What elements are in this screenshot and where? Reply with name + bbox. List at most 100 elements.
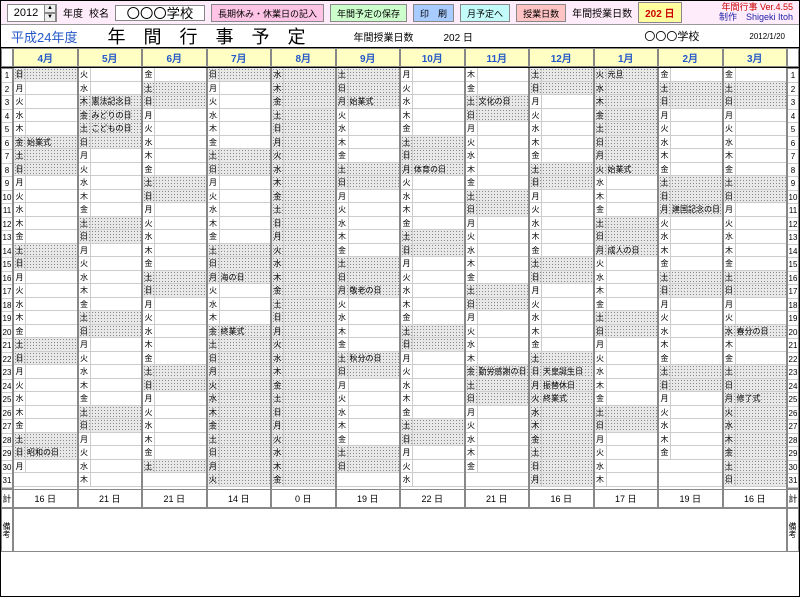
- day-cell[interactable]: 日: [208, 446, 271, 460]
- day-cell[interactable]: 木: [724, 433, 787, 447]
- day-cell[interactable]: 土: [14, 433, 77, 447]
- day-cell[interactable]: 日: [143, 190, 206, 204]
- day-cell[interactable]: 月: [14, 176, 77, 190]
- day-cell[interactable]: 日: [466, 109, 529, 123]
- day-cell[interactable]: 火: [724, 406, 787, 420]
- day-cell[interactable]: 金: [595, 109, 658, 123]
- day-cell[interactable]: 日: [337, 460, 400, 474]
- day-cell[interactable]: 日天皇誕生日: [530, 365, 593, 379]
- day-cell[interactable]: 月修了式: [724, 392, 787, 406]
- day-cell[interactable]: 土: [401, 230, 464, 244]
- day-cell[interactable]: 水: [595, 82, 658, 96]
- day-cell[interactable]: 日: [659, 379, 722, 393]
- day-cell[interactable]: 日: [208, 163, 271, 177]
- day-cell[interactable]: 日: [337, 365, 400, 379]
- day-cell[interactable]: 水: [401, 95, 464, 109]
- day-cell[interactable]: 水: [337, 217, 400, 231]
- day-cell[interactable]: 木: [530, 325, 593, 339]
- day-cell[interactable]: 月: [659, 298, 722, 312]
- day-cell[interactable]: 水: [14, 298, 77, 312]
- day-cell[interactable]: 木: [724, 338, 787, 352]
- day-cell[interactable]: 日: [724, 190, 787, 204]
- day-cell[interactable]: 木: [337, 419, 400, 433]
- day-cell[interactable]: 水: [208, 109, 271, 123]
- day-cell[interactable]: 水: [14, 109, 77, 123]
- day-cell[interactable]: 土: [143, 271, 206, 285]
- day-cell[interactable]: 火: [401, 460, 464, 474]
- day-cell[interactable]: 土: [272, 298, 335, 312]
- day-cell[interactable]: 火: [272, 433, 335, 447]
- day-cell[interactable]: 土: [530, 68, 593, 82]
- day-cell[interactable]: 金終業式: [208, 325, 271, 339]
- day-cell[interactable]: 火: [659, 311, 722, 325]
- day-cell[interactable]: 木: [466, 352, 529, 366]
- day-cell[interactable]: 日: [595, 136, 658, 150]
- day-cell[interactable]: 木: [724, 149, 787, 163]
- day-cell[interactable]: 日: [208, 352, 271, 366]
- day-cell[interactable]: 土: [595, 311, 658, 325]
- day-cell[interactable]: 水: [401, 473, 464, 487]
- day-cell[interactable]: 土こどもの日: [79, 122, 142, 136]
- day-cell[interactable]: 土: [79, 217, 142, 231]
- day-cell[interactable]: 月: [143, 298, 206, 312]
- day-cell[interactable]: 水: [595, 176, 658, 190]
- day-cell[interactable]: 火: [659, 406, 722, 420]
- day-cell[interactable]: 水: [466, 433, 529, 447]
- day-cell[interactable]: 金: [724, 163, 787, 177]
- remarks-body[interactable]: [13, 508, 787, 552]
- day-cell[interactable]: 金: [724, 68, 787, 82]
- day-cell[interactable]: 火: [659, 122, 722, 136]
- day-cell[interactable]: 木: [208, 122, 271, 136]
- day-cell[interactable]: 火: [401, 271, 464, 285]
- day-cell[interactable]: 土: [14, 244, 77, 258]
- day-cell[interactable]: 木: [595, 190, 658, 204]
- day-cell[interactable]: 日: [595, 230, 658, 244]
- day-cell[interactable]: 月: [530, 190, 593, 204]
- day-cell[interactable]: 水: [724, 230, 787, 244]
- day-cell[interactable]: 月: [272, 136, 335, 150]
- day-cell[interactable]: 日: [466, 392, 529, 406]
- day-cell[interactable]: 火: [143, 217, 206, 231]
- day-cell[interactable]: 木: [143, 433, 206, 447]
- day-cell[interactable]: 水: [208, 392, 271, 406]
- day-cell[interactable]: 金: [272, 284, 335, 298]
- day-cell[interactable]: 金: [659, 257, 722, 271]
- day-cell[interactable]: 金: [724, 446, 787, 460]
- day-cell[interactable]: 水: [466, 244, 529, 258]
- day-cell[interactable]: 木: [595, 95, 658, 109]
- day-cell[interactable]: 日: [143, 95, 206, 109]
- day-cell[interactable]: 月: [14, 271, 77, 285]
- day-cell[interactable]: 土: [595, 217, 658, 231]
- day-cell[interactable]: 金: [595, 298, 658, 312]
- day-cell[interactable]: 火: [208, 379, 271, 393]
- day-cell[interactable]: 月: [595, 149, 658, 163]
- day-cell[interactable]: 土: [143, 365, 206, 379]
- day-cell[interactable]: 土: [724, 460, 787, 474]
- day-cell[interactable]: 土: [14, 338, 77, 352]
- day-cell[interactable]: 木: [79, 473, 142, 487]
- day-cell[interactable]: 月建国記念の日: [659, 203, 722, 217]
- day-cell[interactable]: 木: [208, 311, 271, 325]
- day-cell[interactable]: 水: [79, 271, 142, 285]
- day-cell[interactable]: 火: [14, 379, 77, 393]
- month-button[interactable]: 月予定へ: [460, 4, 510, 22]
- day-cell[interactable]: 火: [79, 163, 142, 177]
- day-cell[interactable]: 月: [208, 176, 271, 190]
- day-cell[interactable]: 火: [143, 311, 206, 325]
- day-cell[interactable]: 火: [208, 190, 271, 204]
- day-cell[interactable]: 火: [14, 95, 77, 109]
- day-cell[interactable]: 火: [595, 446, 658, 460]
- day-cell[interactable]: 日: [466, 203, 529, 217]
- day-cell[interactable]: 金: [466, 82, 529, 96]
- day-cell[interactable]: 金: [143, 446, 206, 460]
- day-cell[interactable]: 金: [14, 325, 77, 339]
- day-cell[interactable]: 木: [530, 419, 593, 433]
- day-cell[interactable]: 水: [595, 365, 658, 379]
- day-cell[interactable]: 土文化の日: [466, 95, 529, 109]
- day-cell[interactable]: 水: [337, 311, 400, 325]
- day-cell[interactable]: 火: [272, 244, 335, 258]
- day-cell[interactable]: 日: [724, 95, 787, 109]
- day-cell[interactable]: 金: [14, 419, 77, 433]
- year-up-button[interactable]: ▲: [44, 4, 56, 13]
- day-cell[interactable]: 土: [401, 419, 464, 433]
